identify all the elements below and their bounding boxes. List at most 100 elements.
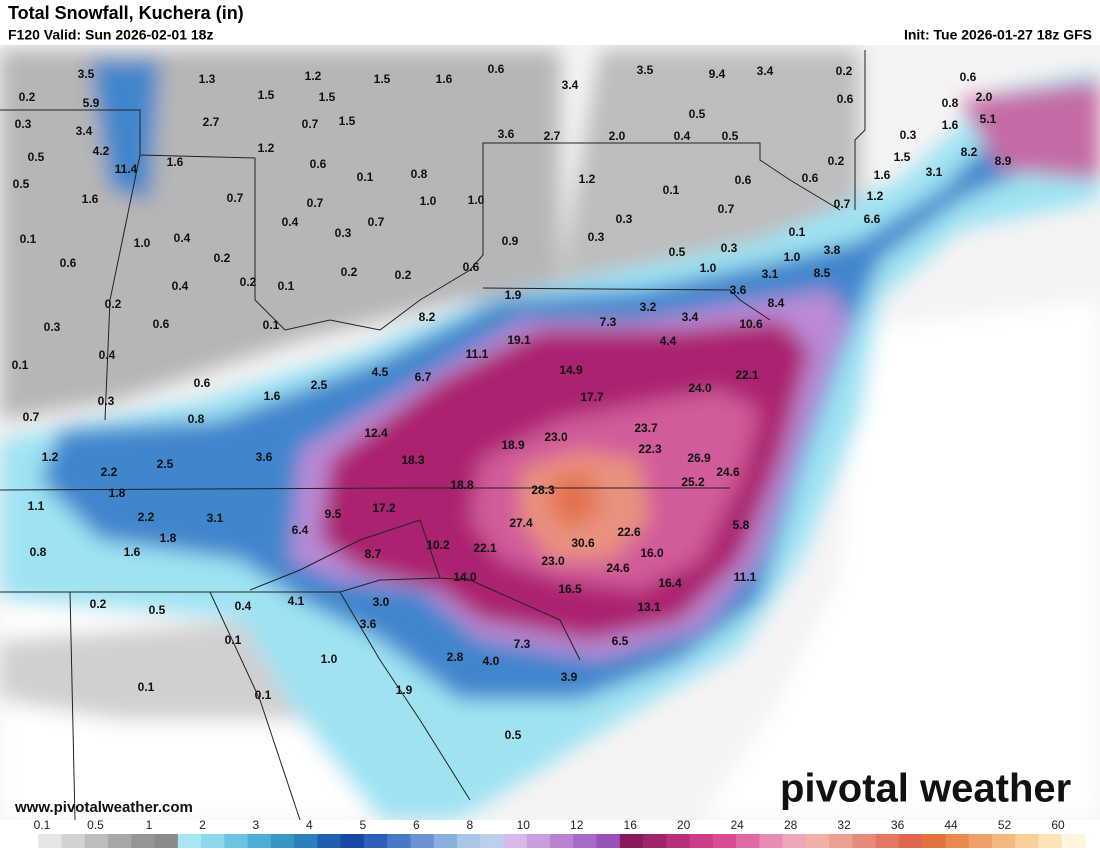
colorbar-cell bbox=[596, 834, 621, 848]
snowfall-label: 0.1 bbox=[255, 688, 272, 702]
colorbar-cell bbox=[247, 834, 272, 848]
snowfall-label: 9.5 bbox=[325, 507, 342, 521]
snowfall-label: 8.4 bbox=[768, 296, 785, 310]
snowfall-label: 6.5 bbox=[612, 634, 629, 648]
snowfall-label: 2.7 bbox=[203, 115, 220, 129]
snowfall-label: 1.8 bbox=[109, 486, 126, 500]
snowfall-label: 1.1 bbox=[28, 499, 45, 513]
snowfall-label: 2.8 bbox=[447, 650, 464, 664]
colorbar-cell bbox=[968, 834, 993, 848]
snowfall-label: 11.1 bbox=[734, 570, 757, 584]
snowfall-label: 0.1 bbox=[278, 279, 295, 293]
snowfall-label: 0.3 bbox=[15, 117, 32, 131]
snowfall-label: 0.5 bbox=[669, 245, 686, 259]
snowfall-label: 0.2 bbox=[341, 265, 358, 279]
colorbar-cell bbox=[852, 834, 877, 848]
snowfall-label: 1.5 bbox=[374, 72, 391, 86]
colorbar-tick-label: 44 bbox=[944, 818, 958, 832]
snowfall-label: 17.7 bbox=[580, 390, 604, 404]
snowfall-label: 3.1 bbox=[926, 165, 943, 179]
snowfall-label: 1.9 bbox=[396, 683, 413, 697]
snowfall-label: 0.1 bbox=[20, 232, 37, 246]
snowfall-label: 1.0 bbox=[468, 193, 485, 207]
colorbar-cell bbox=[689, 834, 714, 848]
snowfall-label: 23.0 bbox=[544, 430, 568, 444]
snowfall-label: 1.6 bbox=[874, 168, 891, 182]
colorbar-tick-label: 0.1 bbox=[34, 818, 51, 832]
snowfall-label: 1.2 bbox=[579, 172, 596, 186]
snowfall-label: 0.5 bbox=[505, 728, 522, 742]
colorbar-tick-label: 1 bbox=[146, 818, 153, 832]
snowfall-label: 0.2 bbox=[240, 275, 257, 289]
snowfall-label: 3.5 bbox=[78, 67, 95, 81]
snowfall-label: 23.0 bbox=[541, 554, 565, 568]
colorbar-tick-label: 32 bbox=[837, 818, 851, 832]
snowfall-label: 4.0 bbox=[483, 654, 500, 668]
snowfall-label: 0.2 bbox=[214, 251, 231, 265]
snowfall-label: 0.6 bbox=[802, 171, 819, 185]
snowfall-label: 1.6 bbox=[82, 192, 99, 206]
colorbar-tick-label: 3 bbox=[253, 818, 260, 832]
colorbar-cell bbox=[177, 834, 202, 848]
snowfall-label: 0.5 bbox=[28, 150, 45, 164]
snowfall-label: 1.2 bbox=[258, 141, 275, 155]
snowfall-label: 0.6 bbox=[735, 173, 752, 187]
snowfall-label: 3.6 bbox=[730, 283, 747, 297]
colorbar-cell bbox=[782, 834, 807, 848]
snowfall-label: 0.2 bbox=[90, 597, 107, 611]
snowfall-label: 0.8 bbox=[188, 412, 205, 426]
snowfall-label: 24.6 bbox=[606, 561, 630, 575]
snowfall-label: 5.8 bbox=[733, 518, 750, 532]
map-labels: 3.5 1.3 1.2 1.5 1.60.6 3.5 9.4 3.4 0.2 0.60.2 5.91… bbox=[12, 62, 1012, 742]
snowfall-label: 22.6 bbox=[617, 525, 641, 539]
colorbar-tick-label: 52 bbox=[998, 818, 1012, 832]
snowfall-label: 0.5 bbox=[13, 177, 30, 191]
colorbar-tick-label: 16 bbox=[624, 818, 638, 832]
colorbar-cell bbox=[38, 834, 63, 848]
snowfall-label: 22.1 bbox=[473, 541, 497, 555]
snowfall-label: 0.2 bbox=[105, 297, 122, 311]
snowfall-label: 0.8 bbox=[30, 545, 47, 559]
colorbar-cell bbox=[898, 834, 923, 848]
colorbar-cell bbox=[573, 834, 598, 848]
valid-time: F120 Valid: Sun 2026-02-01 18z bbox=[8, 27, 213, 43]
colorbar-cell bbox=[387, 834, 411, 848]
colorbar-tick-label: 60 bbox=[1051, 818, 1065, 832]
snowfall-label: 0.5 bbox=[722, 129, 739, 143]
colorbar-cell bbox=[131, 834, 156, 848]
snowfall-label: 0.1 bbox=[138, 680, 155, 694]
snowfall-label: 1.0 bbox=[321, 652, 338, 666]
colorbar-cell bbox=[317, 834, 342, 848]
snowfall-label: 0.5 bbox=[149, 603, 166, 617]
snowfall-label: 0.6 bbox=[310, 157, 327, 171]
snowfall-label: 1.5 bbox=[339, 114, 356, 128]
snowfall-label: 0.2 bbox=[19, 90, 36, 104]
colorbar-cell bbox=[805, 834, 830, 848]
snowfall-label: 3.4 bbox=[76, 124, 93, 138]
snowfall-label: 4.4 bbox=[660, 334, 677, 348]
colorbar-cell bbox=[201, 834, 225, 848]
snowfall-label: 3.6 bbox=[256, 450, 273, 464]
snowfall-label: 0.3 bbox=[98, 394, 115, 408]
snowfall-label: 0.6 bbox=[837, 92, 854, 106]
colorbar-cell bbox=[875, 834, 900, 848]
colorbar-cell bbox=[108, 834, 132, 848]
snowfall-label: 0.6 bbox=[194, 376, 211, 390]
snowfall-label: 16.5 bbox=[558, 582, 582, 596]
snowfall-label: 16.4 bbox=[658, 576, 682, 590]
snowfall-label: 22.3 bbox=[638, 442, 662, 456]
snowfall-label: 1.3 bbox=[199, 72, 216, 86]
colorbar-cell bbox=[922, 834, 946, 848]
colorbar-cell bbox=[480, 834, 504, 848]
snowfall-label: 0.1 bbox=[225, 633, 242, 647]
snowfall-label: 0.4 bbox=[99, 348, 116, 362]
snowfall-label: 2.2 bbox=[101, 465, 118, 479]
snowfall-label: 28.3 bbox=[531, 483, 555, 497]
map-title: Total Snowfall, Kuchera (in) bbox=[8, 3, 244, 23]
colorbar-cell bbox=[991, 834, 1016, 848]
snowfall-label: 8.2 bbox=[419, 310, 436, 324]
snowfall-label: 3.6 bbox=[360, 617, 377, 631]
colorbar-tick-label: 10 bbox=[517, 818, 531, 832]
snowfall-label: 0.1 bbox=[357, 170, 374, 184]
